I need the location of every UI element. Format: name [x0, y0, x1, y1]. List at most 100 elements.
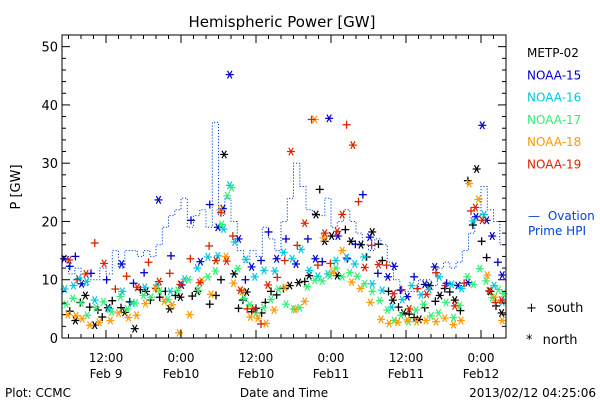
- star-d2: [326, 114, 332, 123]
- data-point-north: [242, 255, 250, 264]
- data-point-north: [498, 270, 507, 280]
- data-point-south: [205, 200, 214, 209]
- star-d2: [367, 298, 374, 307]
- data-point-north: [435, 272, 444, 281]
- data-point-north: [294, 278, 303, 287]
- star-d2: [333, 256, 339, 265]
- data-point-north: [366, 298, 375, 307]
- star-d2: [398, 311, 404, 320]
- chart-title: Hemispheric Power [GW]: [189, 13, 376, 31]
- data-point-north: [305, 266, 314, 275]
- data-point-north: [427, 311, 435, 320]
- data-point-north: [377, 315, 385, 324]
- star-d2: [283, 300, 289, 309]
- data-point-north: [312, 210, 320, 219]
- star-d2: [142, 283, 148, 292]
- star-d2: [65, 310, 71, 319]
- data-point-north: [117, 259, 126, 269]
- data-point-south: [65, 262, 74, 271]
- ovation-label: Ovation: [548, 209, 595, 223]
- star-d2: [205, 252, 211, 262]
- legend-entry: NOAA-18: [527, 135, 581, 149]
- star-d2: [498, 296, 505, 305]
- star-d2: [213, 256, 219, 265]
- star-d2: [115, 308, 122, 318]
- data-point-north: [92, 303, 100, 312]
- star-d2: [495, 285, 502, 294]
- data-point-north: [195, 278, 204, 287]
- star-d2: [343, 253, 350, 262]
- data-point-north: [368, 279, 377, 288]
- data-point-north: [474, 195, 483, 204]
- data-point-south: [460, 279, 469, 288]
- star-d2: [132, 298, 139, 308]
- data-point-south: [171, 291, 180, 300]
- star-d2: [450, 320, 457, 329]
- star-d2: [224, 191, 230, 200]
- data-point-north: [274, 284, 283, 294]
- ovation-legend-line1: — Ovation: [528, 209, 595, 223]
- star-d2: [177, 280, 184, 289]
- south-label: south: [547, 301, 583, 316]
- data-point-north: [325, 114, 334, 123]
- data-point-south: [432, 268, 440, 277]
- star-d2: [325, 269, 331, 279]
- data-point-south: [351, 240, 360, 249]
- data-point-north: [233, 264, 242, 273]
- data-point-north: [291, 305, 300, 314]
- data-point-north: [203, 252, 212, 262]
- data-point-north: [468, 216, 477, 225]
- legend-entry: METP-02: [527, 46, 579, 60]
- star-d2: [302, 219, 308, 228]
- star-d2: [362, 263, 368, 272]
- data-point-north: [107, 307, 116, 316]
- data-point-south: [73, 275, 82, 284]
- data-point-north: [338, 246, 347, 255]
- data-point-north: [154, 195, 163, 205]
- data-point-south: [384, 287, 393, 296]
- data-point-north: [155, 277, 164, 286]
- star-d2: [241, 294, 247, 303]
- star-d2: [499, 316, 505, 325]
- data-point-north: [368, 227, 377, 237]
- data-point-north: [390, 262, 399, 271]
- data-point-south: [280, 256, 289, 265]
- data-point-north: [350, 259, 359, 269]
- data-point-north: [203, 272, 212, 281]
- star-d2: [306, 266, 312, 275]
- star-d2: [93, 303, 99, 312]
- star-d2: [384, 305, 390, 315]
- data-point-north: [488, 231, 497, 241]
- data-point-south: [307, 115, 316, 124]
- data-point-north: [435, 291, 444, 300]
- star-d2: [352, 259, 358, 269]
- star-d2: [313, 210, 319, 219]
- data-point-north: [285, 281, 294, 290]
- star-d2: [273, 254, 280, 263]
- data-point-south: [354, 197, 363, 206]
- data-point-south: [468, 220, 477, 229]
- star-d2: [108, 307, 115, 316]
- star-d2: [312, 254, 319, 263]
- data-point-north: [297, 245, 305, 254]
- star-d2: [227, 70, 233, 79]
- data-point-north: [292, 259, 300, 269]
- star-d2: [333, 263, 339, 273]
- star-d2: [101, 259, 107, 268]
- data-point-south: [122, 272, 131, 281]
- data-point-north: [166, 287, 175, 296]
- star-d2: [334, 227, 340, 236]
- star-d2: [293, 259, 299, 269]
- star-d2: [484, 270, 490, 280]
- x-axis: 12:00 Feb 9 0:00 Feb10 12:00 Feb10 0:00 Feb11 12…: [68, 35, 499, 381]
- star-d2: [228, 183, 235, 192]
- star-d2: [327, 271, 333, 280]
- star-d2: [272, 266, 278, 276]
- star-d2: [357, 284, 364, 293]
- symbol-legend: + south * north: [526, 301, 583, 348]
- data-point-north: [259, 303, 268, 312]
- star-d2: [100, 297, 107, 306]
- star-d2: [481, 210, 487, 219]
- data-point-south: [315, 185, 324, 194]
- star-d2: [348, 277, 355, 287]
